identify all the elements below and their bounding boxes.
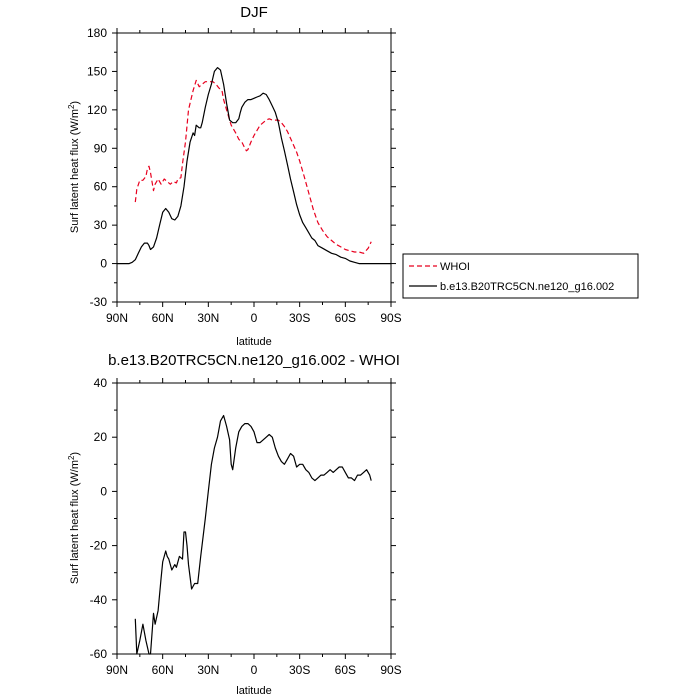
bottom-y-tick-label: 20 [94,430,108,444]
top-plot-frame [116,32,392,303]
top-y-axis-label: Surf latent heat flux (W/m2) [67,101,81,233]
bottom-y-tick-label: 0 [100,484,107,498]
top-y-tick-label: 150 [87,64,107,78]
top-whoi-series-line [134,79,372,254]
bottom-x-tick-label: 60S [335,663,356,677]
top-y-axis-label-main: Surf latent heat flux (W/m [69,109,81,233]
bottom-x-tick-label: 30N [197,663,219,677]
bottom-plot-area: 90N 60N 30N 0 30S 60S 90S -60 -40 -20 0 20 40 [90,376,402,677]
bottom-y-axis-label-end: ) [69,452,81,456]
top-y-tick-label: 90 [94,141,108,155]
top-x-tick-label: 0 [251,311,258,325]
top-chart-legend: WHOI b.e13.B20TRC5CN.ne120_g16.002 [402,253,639,299]
bottom-chart-panel: b.e13.B20TRC5CN.ne120_g16.002 - WHOI 90N… [67,352,402,697]
top-y-tick-label: 180 [87,26,107,40]
top-x-tick-label: 30N [197,311,219,325]
top-y-tick-label: 60 [94,180,108,194]
top-chart-title: DJF [240,4,268,21]
top-y-tick-label: -30 [90,295,108,309]
legend-box [402,253,639,299]
bottom-x-tick-label: 90S [380,663,401,677]
top-y-tick-label: 120 [87,103,107,117]
top-x-tick-label: 90N [106,311,128,325]
top-y-tick-label: 0 [100,257,107,271]
bottom-y-tick-label: -60 [90,647,108,661]
bottom-chart-title: b.e13.B20TRC5CN.ne120_g16.002 - WHOI [108,352,400,369]
top-y-axis-label-sup: 2 [67,104,76,109]
legend-label-model: b.e13.B20TRC5CN.ne120_g16.002 [440,281,614,293]
bottom-x-tick-label: 60N [152,663,174,677]
top-chart-panel: DJF 90N 60N 30N 0 30S 60S 90S -30 0 30 60 90 120 150 1… [67,4,639,348]
bottom-y-axis-label-sup: 2 [67,455,76,460]
bottom-x-tick-label: 90N [106,663,128,677]
top-x-tick-label: 30S [289,311,310,325]
bottom-x-tick-label: 30S [289,663,310,677]
bottom-x-axis-label: latitude [236,685,271,697]
bottom-y-tick-label: 40 [94,376,108,390]
top-x-axis-label: latitude [236,336,271,348]
top-plot-area: 90N 60N 30N 0 30S 60S 90S -30 0 30 60 90 120 150 180 [87,26,402,325]
top-model-series-line [117,66,391,265]
top-x-tick-label: 60N [152,311,174,325]
bottom-y-tick-label: -20 [90,539,108,553]
bottom-y-axis-label-main: Surf latent heat flux (W/m [69,460,81,584]
bottom-difference-series-line [134,414,372,655]
top-x-tick-label: 90S [380,311,401,325]
legend-label-whoi: WHOI [440,261,470,273]
top-y-tick-label: 30 [94,218,108,232]
top-x-tick-label: 60S [335,311,356,325]
bottom-y-axis-label: Surf latent heat flux (W/m2) [67,452,81,584]
bottom-x-tick-label: 0 [251,663,258,677]
top-y-axis-label-end: ) [69,101,81,105]
bottom-y-tick-label: -40 [90,593,108,607]
